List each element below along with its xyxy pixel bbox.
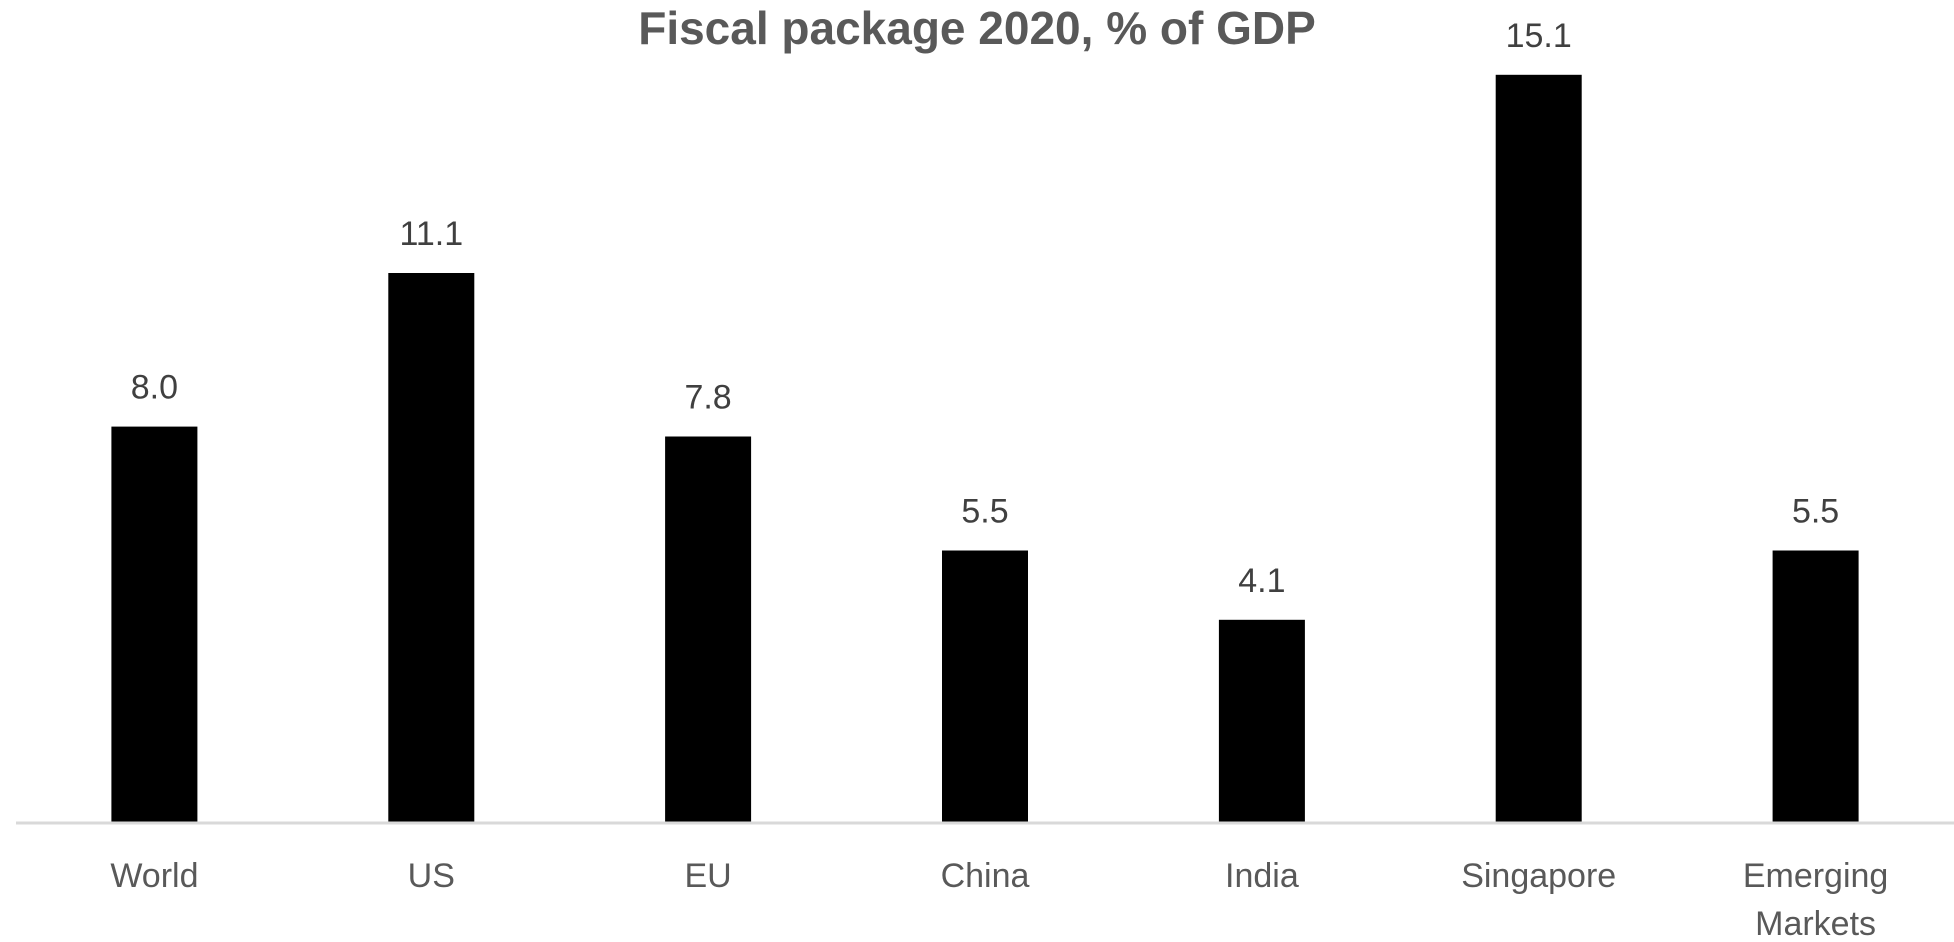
x-tick-label-line: China (941, 857, 1030, 895)
x-tick-label-singapore: Singapore (1461, 857, 1616, 895)
bar-world (111, 426, 198, 823)
x-tick-label-line: World (110, 857, 198, 895)
chart-title: Fiscal package 2020, % of GDP (638, 2, 1316, 54)
data-labels-group: 8.0 11.1 7.8 5.5 4.1 15.1 5.5 (131, 17, 1839, 600)
x-tick-label-line: Emerging (1743, 857, 1889, 895)
x-tick-label-india: India (1225, 857, 1299, 895)
x-tick-label-china: China (941, 857, 1030, 895)
x-tick-label-line: India (1225, 857, 1299, 895)
x-tick-labels-group: World US EU China India Singapore Emerging Mark… (110, 857, 1888, 942)
x-tick-label-line: Markets (1755, 905, 1876, 942)
x-tick-label-emerging-markets: Emerging Markets (1743, 857, 1889, 942)
bar-us (388, 273, 475, 823)
data-label-eu: 7.8 (684, 379, 731, 417)
x-tick-label-line: Singapore (1461, 857, 1616, 895)
x-tick-label-line: EU (684, 857, 731, 895)
bars-group (111, 74, 1859, 824)
data-label-india: 4.1 (1238, 562, 1285, 600)
x-tick-label-eu: EU (684, 857, 731, 895)
data-label-us: 11.1 (399, 215, 463, 253)
bar-singapore (1495, 74, 1582, 824)
bar-emerging-markets (1772, 550, 1859, 823)
x-tick-label-world: World (110, 857, 198, 895)
data-label-china: 5.5 (961, 493, 1008, 531)
x-tick-label-us: US (408, 857, 455, 895)
bar-india (1218, 619, 1305, 823)
data-label-emerging-markets: 5.5 (1792, 493, 1839, 531)
x-tick-label-line: US (408, 857, 455, 895)
bar-china (942, 550, 1028, 823)
data-label-world: 8.0 (131, 369, 178, 407)
bar-eu (665, 436, 752, 823)
data-label-singapore: 15.1 (1506, 17, 1572, 55)
